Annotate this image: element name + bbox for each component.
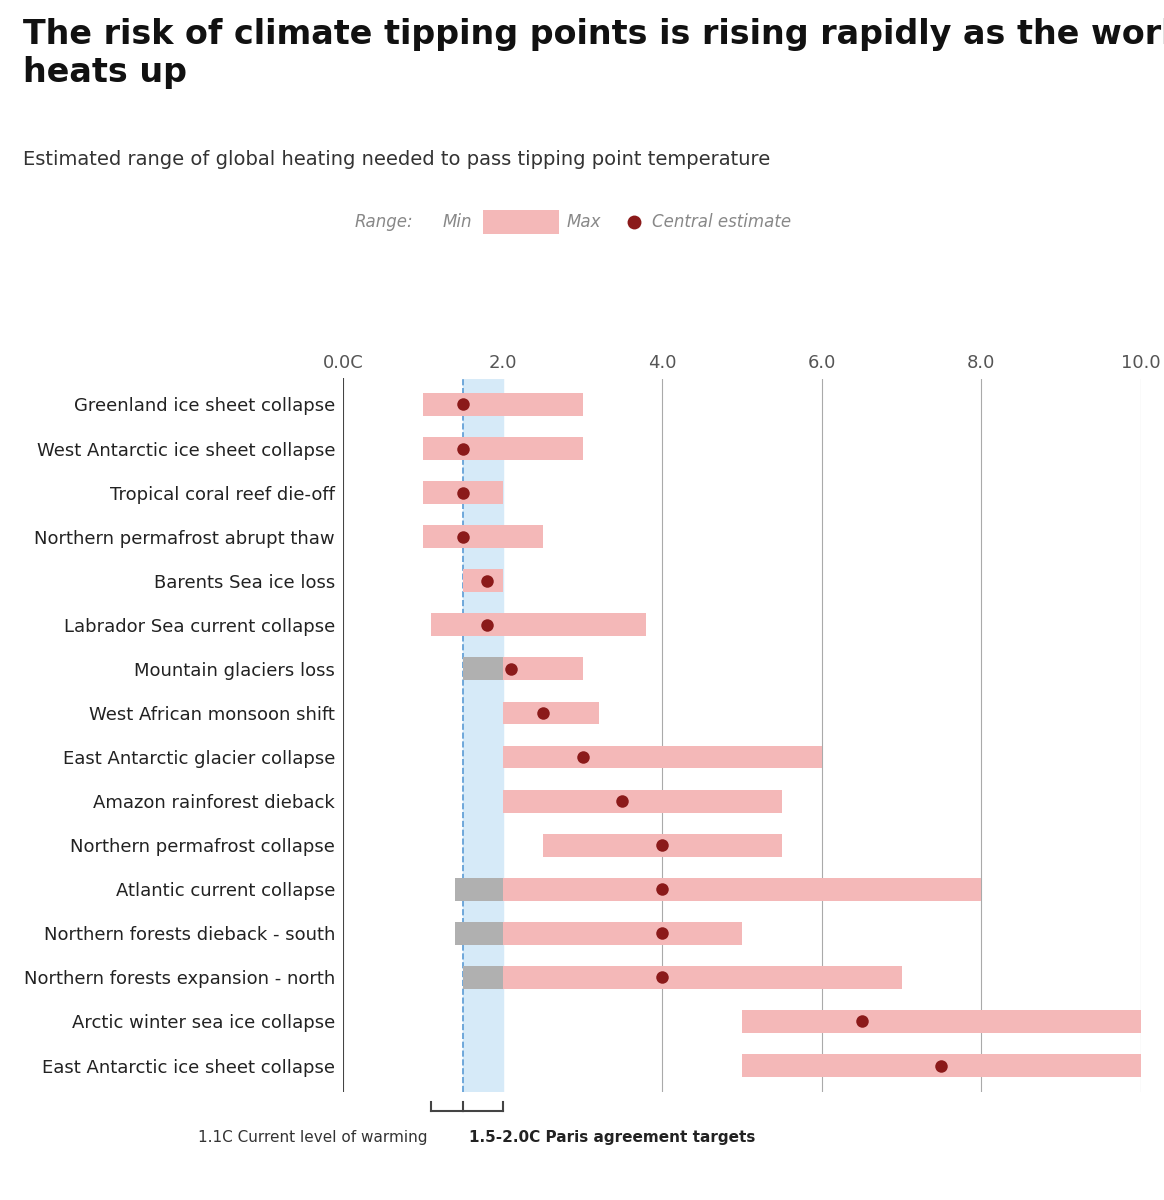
- Bar: [455, 922, 743, 944]
- Bar: [503, 702, 598, 725]
- Bar: [455, 922, 503, 944]
- Bar: [463, 658, 503, 680]
- Bar: [455, 878, 503, 901]
- Bar: [463, 378, 503, 1092]
- Text: Estimated range of global heating needed to pass tipping point temperature: Estimated range of global heating needed…: [23, 150, 771, 169]
- Bar: [463, 966, 503, 989]
- Bar: [463, 966, 901, 989]
- Bar: [431, 613, 646, 636]
- Text: Min: Min: [442, 214, 471, 230]
- Bar: [743, 1054, 1141, 1078]
- Bar: [463, 658, 582, 680]
- Bar: [743, 1010, 1141, 1033]
- Bar: [463, 569, 503, 593]
- Text: 1.1C Current level of warming: 1.1C Current level of warming: [198, 1130, 427, 1145]
- Text: Range:: Range:: [355, 214, 413, 230]
- Bar: [455, 878, 981, 901]
- Bar: [542, 834, 782, 857]
- Bar: [424, 437, 583, 460]
- Text: The risk of climate tipping points is rising rapidly as the world
heats up: The risk of climate tipping points is ri…: [23, 18, 1164, 89]
- Bar: [424, 481, 503, 504]
- Bar: [424, 526, 542, 548]
- Text: Max: Max: [567, 214, 602, 230]
- Bar: [424, 392, 583, 416]
- Bar: [503, 745, 822, 768]
- Text: 1.5-2.0C Paris agreement targets: 1.5-2.0C Paris agreement targets: [469, 1130, 755, 1145]
- Bar: [503, 790, 782, 812]
- Text: Central estimate: Central estimate: [652, 214, 792, 230]
